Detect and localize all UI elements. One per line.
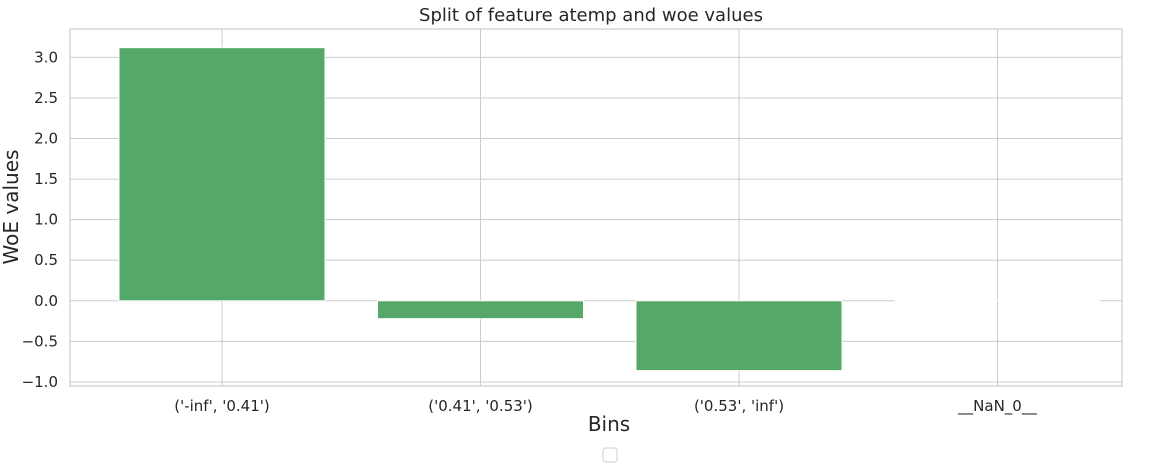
- bar: [118, 47, 326, 302]
- y-tick-label: 3.0: [34, 48, 58, 66]
- x-tick-labels: ('-inf', '0.41') ('0.41', '0.53') ('0.53',…: [174, 397, 1037, 416]
- bar: [635, 300, 843, 372]
- y-axis-title: WoE values: [0, 150, 23, 265]
- bars: [118, 47, 1101, 372]
- x-tick-label: ('0.53', 'inf'): [694, 397, 784, 415]
- y-tick-labels: −1.0 −0.5 0.0 0.5 1.0 1.5 2.0 2.5 3.0: [22, 48, 58, 391]
- y-tick-label: 0.0: [34, 292, 58, 310]
- y-tick-label: −1.0: [22, 373, 58, 391]
- y-tick-label: 2.5: [34, 89, 58, 107]
- y-tick-label: −0.5: [22, 332, 58, 350]
- y-tick-label: 1.5: [34, 170, 58, 188]
- bar: [377, 300, 584, 320]
- x-tick-label: __NaN_0__: [957, 397, 1037, 416]
- plot-frame: [69, 28, 1123, 387]
- y-tick-label: 1.0: [34, 211, 58, 229]
- legend-box: [602, 447, 618, 463]
- x-axis-title: Bins: [588, 412, 630, 436]
- chart-title: Split of feature atemp and woe values: [419, 5, 763, 26]
- y-tick-label: 0.5: [34, 251, 58, 269]
- x-tick-label: ('0.41', '0.53'): [428, 397, 533, 415]
- x-tick-label: ('-inf', '0.41'): [174, 397, 270, 415]
- y-tick-label: 2.0: [34, 130, 58, 148]
